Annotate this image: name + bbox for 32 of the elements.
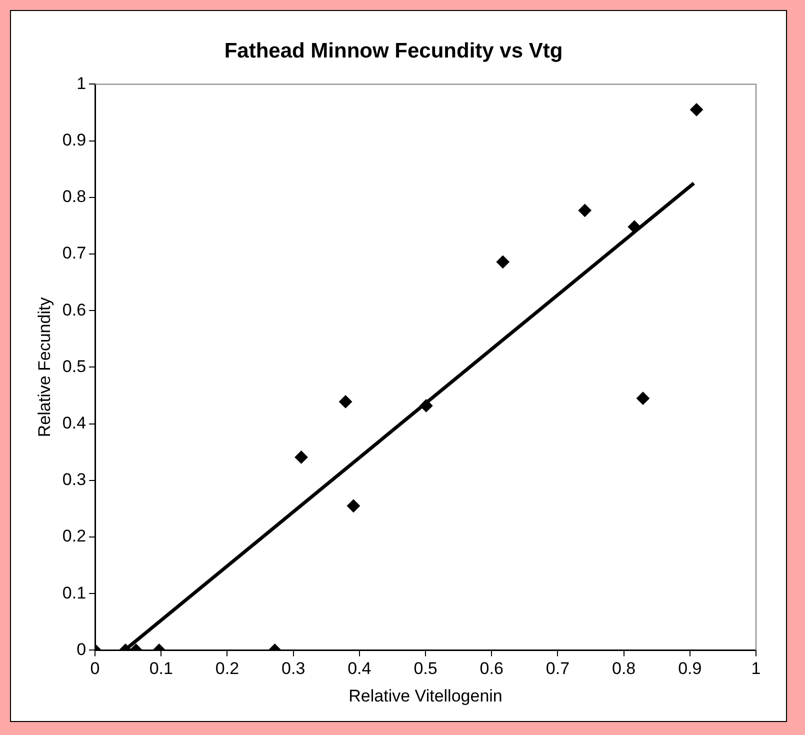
- chart-title: Fathead Minnow Fecundity vs Vtg: [224, 39, 563, 62]
- point: [339, 395, 352, 408]
- x-tick-label: 0: [90, 659, 100, 678]
- y-tick-label: 1: [76, 74, 86, 93]
- x-tick-label: 0.2: [215, 659, 240, 678]
- x-tick-label: 0.4: [348, 659, 372, 678]
- y-tick-label: 0.5: [62, 356, 86, 376]
- x-tick-label: 0.1: [149, 659, 173, 678]
- point: [578, 204, 592, 217]
- y-tick-label: 0.2: [62, 526, 86, 546]
- y-tick-label: 0.3: [62, 470, 86, 490]
- y-tick-label: 0.1: [62, 583, 86, 602]
- y-tick-label: 0: [76, 640, 86, 659]
- point: [496, 255, 510, 268]
- y-tick-label: 0.9: [62, 130, 86, 150]
- x-tick-label: 1: [751, 659, 761, 678]
- y-axis-title: Relative Fecundity: [34, 296, 54, 438]
- point: [628, 220, 641, 234]
- y-tick-label: 0.4: [62, 413, 86, 432]
- point: [690, 103, 704, 116]
- x-tick-label: 0.3: [282, 659, 306, 678]
- x-tick-label: 0.8: [612, 659, 636, 678]
- y-tick-label: 0.8: [62, 187, 86, 206]
- point: [636, 392, 650, 405]
- point: [420, 399, 433, 412]
- x-axis-title: Relative Vitellogenin: [348, 686, 502, 706]
- y-tick-label: 0.6: [62, 300, 86, 320]
- x-tick-label: 0.7: [546, 659, 570, 678]
- x-tick-label: 0.6: [480, 659, 504, 678]
- y-tick-label: 0.7: [62, 244, 86, 263]
- x-tick-label: 0.9: [678, 659, 702, 678]
- x-tick-label: 0.5: [414, 659, 438, 678]
